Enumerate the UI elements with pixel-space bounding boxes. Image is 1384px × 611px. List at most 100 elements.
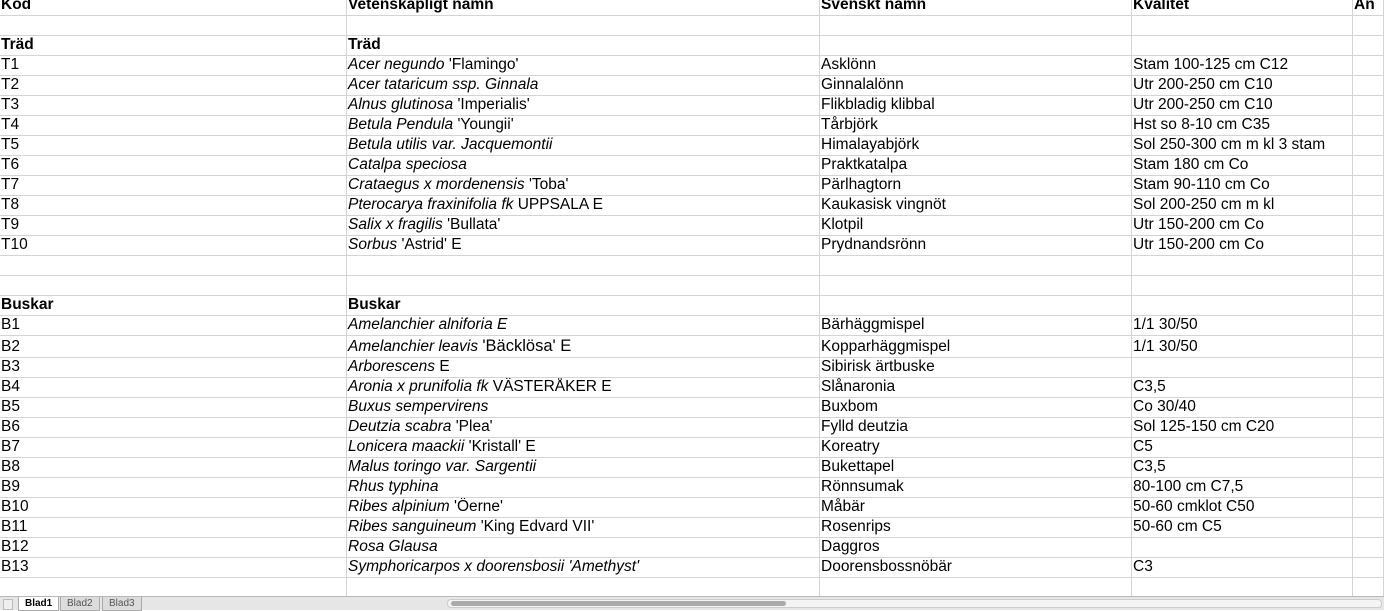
cell[interactable]: B4: [0, 378, 347, 397]
cell[interactable]: [347, 16, 820, 35]
cell[interactable]: Buxbom: [820, 398, 1132, 417]
cell[interactable]: [1353, 196, 1384, 215]
cell[interactable]: Bärhäggmispel: [820, 316, 1132, 335]
cell[interactable]: [1353, 316, 1384, 335]
cell[interactable]: [1353, 156, 1384, 175]
cell[interactable]: Buskar: [0, 296, 347, 315]
cell[interactable]: [347, 578, 820, 596]
cell[interactable]: B3: [0, 358, 347, 377]
cell[interactable]: Koreatry: [820, 438, 1132, 457]
cell[interactable]: [1353, 236, 1384, 255]
sheet-tab[interactable]: Blad1: [18, 597, 60, 611]
cell[interactable]: [1353, 116, 1384, 135]
cell[interactable]: Ribes sanguineum 'King Edvard VII': [347, 518, 820, 537]
cell[interactable]: [1353, 358, 1384, 377]
cell[interactable]: T2: [0, 76, 347, 95]
cell[interactable]: [820, 296, 1132, 315]
tab-nav[interactable]: [3, 599, 13, 610]
horizontal-scrollbar[interactable]: [447, 599, 1382, 608]
cell[interactable]: B2: [0, 336, 347, 357]
cell[interactable]: T9: [0, 216, 347, 235]
cell[interactable]: [1132, 538, 1353, 557]
cell[interactable]: [820, 16, 1132, 35]
cell[interactable]: Stam 90-110 cm Co: [1132, 176, 1353, 195]
cell[interactable]: Doorensbossnöbär: [820, 558, 1132, 577]
cell[interactable]: Daggros: [820, 538, 1132, 557]
cell[interactable]: Betula utilis var. Jacquemontii: [347, 136, 820, 155]
cell[interactable]: Praktkatalpa: [820, 156, 1132, 175]
cell[interactable]: 1/1 30/50: [1132, 316, 1353, 335]
cell[interactable]: Buskar: [347, 296, 820, 315]
cell[interactable]: Måbär: [820, 498, 1132, 517]
cell[interactable]: Crataegus x mordenensis 'Toba': [347, 176, 820, 195]
cell[interactable]: Kvalitet: [1132, 0, 1353, 15]
cell[interactable]: [1353, 498, 1384, 517]
cell[interactable]: [1132, 276, 1353, 295]
cell[interactable]: T4: [0, 116, 347, 135]
cell[interactable]: Utr 150-200 cm Co: [1132, 216, 1353, 235]
cell[interactable]: Betula Pendula 'Youngii': [347, 116, 820, 135]
cell[interactable]: An: [1353, 0, 1384, 15]
cell[interactable]: [1353, 216, 1384, 235]
cell[interactable]: Ribes alpinium 'Öerne': [347, 498, 820, 517]
cell[interactable]: [1353, 256, 1384, 275]
cell[interactable]: [1353, 276, 1384, 295]
cell[interactable]: Ginnalalönn: [820, 76, 1132, 95]
cell[interactable]: T3: [0, 96, 347, 115]
cell[interactable]: 50-60 cm C5: [1132, 518, 1353, 537]
cell[interactable]: Lonicera maackii 'Kristall' E: [347, 438, 820, 457]
cell[interactable]: Bukettapel: [820, 458, 1132, 477]
cell[interactable]: Utr 200-250 cm C10: [1132, 96, 1353, 115]
cell[interactable]: [1132, 36, 1353, 55]
cell[interactable]: [1353, 296, 1384, 315]
cell[interactable]: C3,5: [1132, 378, 1353, 397]
cell[interactable]: C5: [1132, 438, 1353, 457]
cell[interactable]: Arborescens E: [347, 358, 820, 377]
cell[interactable]: Sol 250-300 cm m kl 3 stam: [1132, 136, 1353, 155]
cell[interactable]: Sibirisk ärtbuske: [820, 358, 1132, 377]
cell[interactable]: [820, 578, 1132, 596]
cell[interactable]: [1353, 538, 1384, 557]
cell[interactable]: Rönnsumak: [820, 478, 1132, 497]
cell[interactable]: 80-100 cm C7,5: [1132, 478, 1353, 497]
cell[interactable]: Flikbladig klibbal: [820, 96, 1132, 115]
cell[interactable]: T10: [0, 236, 347, 255]
cell[interactable]: Svenskt namn: [820, 0, 1132, 15]
cell[interactable]: B9: [0, 478, 347, 497]
sheet-tab[interactable]: Blad2: [60, 597, 100, 611]
cell[interactable]: Malus toringo var. Sargentii: [347, 458, 820, 477]
cell[interactable]: Amelanchier alniforia E: [347, 316, 820, 335]
cell[interactable]: [820, 256, 1132, 275]
cell[interactable]: [1132, 16, 1353, 35]
cell[interactable]: C3: [1132, 558, 1353, 577]
cell[interactable]: Himalayabjörk: [820, 136, 1132, 155]
cell[interactable]: [1353, 418, 1384, 437]
cell[interactable]: [1353, 136, 1384, 155]
cell[interactable]: Rosenrips: [820, 518, 1132, 537]
cell[interactable]: 1/1 30/50: [1132, 336, 1353, 357]
cell[interactable]: T7: [0, 176, 347, 195]
cell[interactable]: [1132, 296, 1353, 315]
cell[interactable]: B11: [0, 518, 347, 537]
cell[interactable]: [0, 16, 347, 35]
cell[interactable]: Symphoricarpos x doorensbosii 'Amethyst': [347, 558, 820, 577]
cell[interactable]: B6: [0, 418, 347, 437]
cell[interactable]: Sol 200-250 cm m kl: [1132, 196, 1353, 215]
cell[interactable]: [347, 256, 820, 275]
cell[interactable]: Kopparhäggmispel: [820, 336, 1132, 357]
cell[interactable]: T6: [0, 156, 347, 175]
cell[interactable]: [1353, 378, 1384, 397]
cell[interactable]: Pärlhagtorn: [820, 176, 1132, 195]
sheet-tab[interactable]: Blad3: [102, 597, 142, 611]
cell[interactable]: [1353, 438, 1384, 457]
cell[interactable]: [0, 256, 347, 275]
cell[interactable]: T1: [0, 56, 347, 75]
cell[interactable]: C3,5: [1132, 458, 1353, 477]
cell[interactable]: [1353, 96, 1384, 115]
cell[interactable]: [1353, 76, 1384, 95]
cell[interactable]: B10: [0, 498, 347, 517]
cell[interactable]: Kod: [0, 0, 347, 15]
cell[interactable]: Rosa Glausa: [347, 538, 820, 557]
cell[interactable]: [1132, 358, 1353, 377]
cell[interactable]: [1353, 36, 1384, 55]
